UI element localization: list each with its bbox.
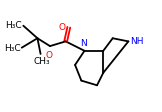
Text: O: O bbox=[58, 23, 65, 32]
Text: NH: NH bbox=[130, 37, 144, 46]
Text: CH₃: CH₃ bbox=[33, 56, 50, 65]
Text: H₃C: H₃C bbox=[4, 44, 21, 53]
Text: N: N bbox=[80, 39, 87, 47]
Text: O: O bbox=[46, 50, 53, 59]
Text: H₃C: H₃C bbox=[6, 21, 22, 30]
